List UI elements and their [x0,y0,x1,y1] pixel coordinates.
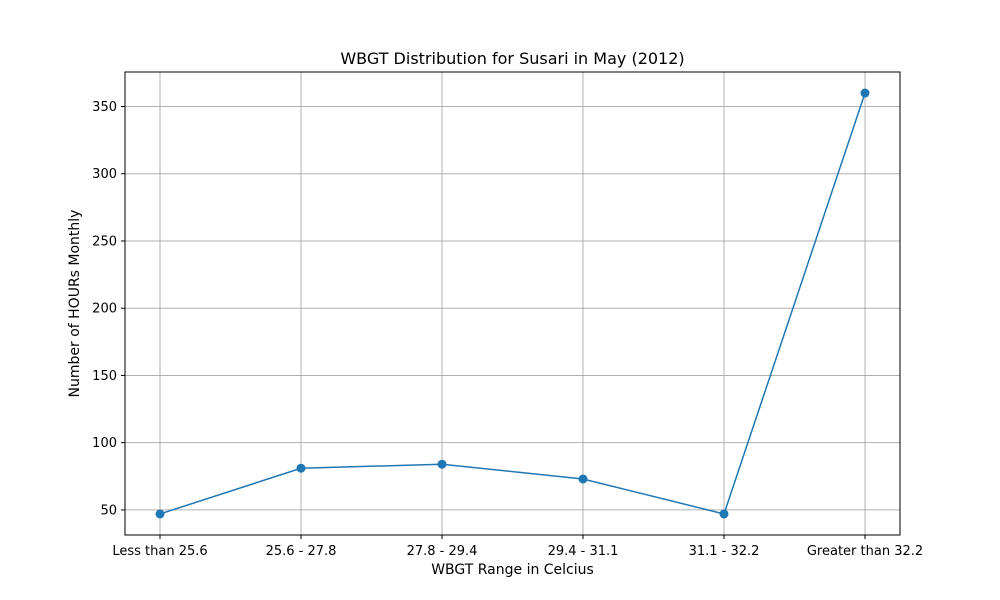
y-axis-label: Number of HOURs Monthly [67,210,83,398]
y-tick-label: 300 [92,167,117,182]
y-tick-label: 200 [92,302,117,317]
x-tick-label: 27.8 - 29.4 [407,544,478,559]
y-tick-label: 100 [92,436,117,451]
data-point [437,459,447,469]
x-tick-label: Less than 25.6 [112,544,207,559]
y-axis: 50 100 150 200 250 300 350 [92,100,125,518]
data-point [578,474,588,484]
y-tick-label: 50 [100,503,117,518]
x-tick-label: 31.1 - 32.2 [689,544,760,559]
data-point [860,88,870,98]
data-point [155,509,165,519]
data-point [719,509,729,519]
plot-frame [124,71,901,536]
y-tick-label: 350 [92,100,117,115]
series-line [159,92,866,515]
series-group [155,88,870,519]
y-tick-label: 150 [92,369,117,384]
x-axis-label: WBGT Range in Celcius [431,562,594,578]
x-tick-label: 29.4 - 31.1 [548,544,619,559]
x-tick-label: Greater than 32.2 [807,544,923,559]
y-tick-label: 250 [92,234,117,249]
x-tick-label: 25.6 - 27.8 [266,544,337,559]
chart-title: WBGT Distribution for Susari in May (201… [340,49,684,68]
data-point [296,463,306,473]
x-axis: Less than 25.6 25.6 - 27.8 27.8 - 29.4 29.4… [112,535,923,559]
grid [125,72,900,535]
